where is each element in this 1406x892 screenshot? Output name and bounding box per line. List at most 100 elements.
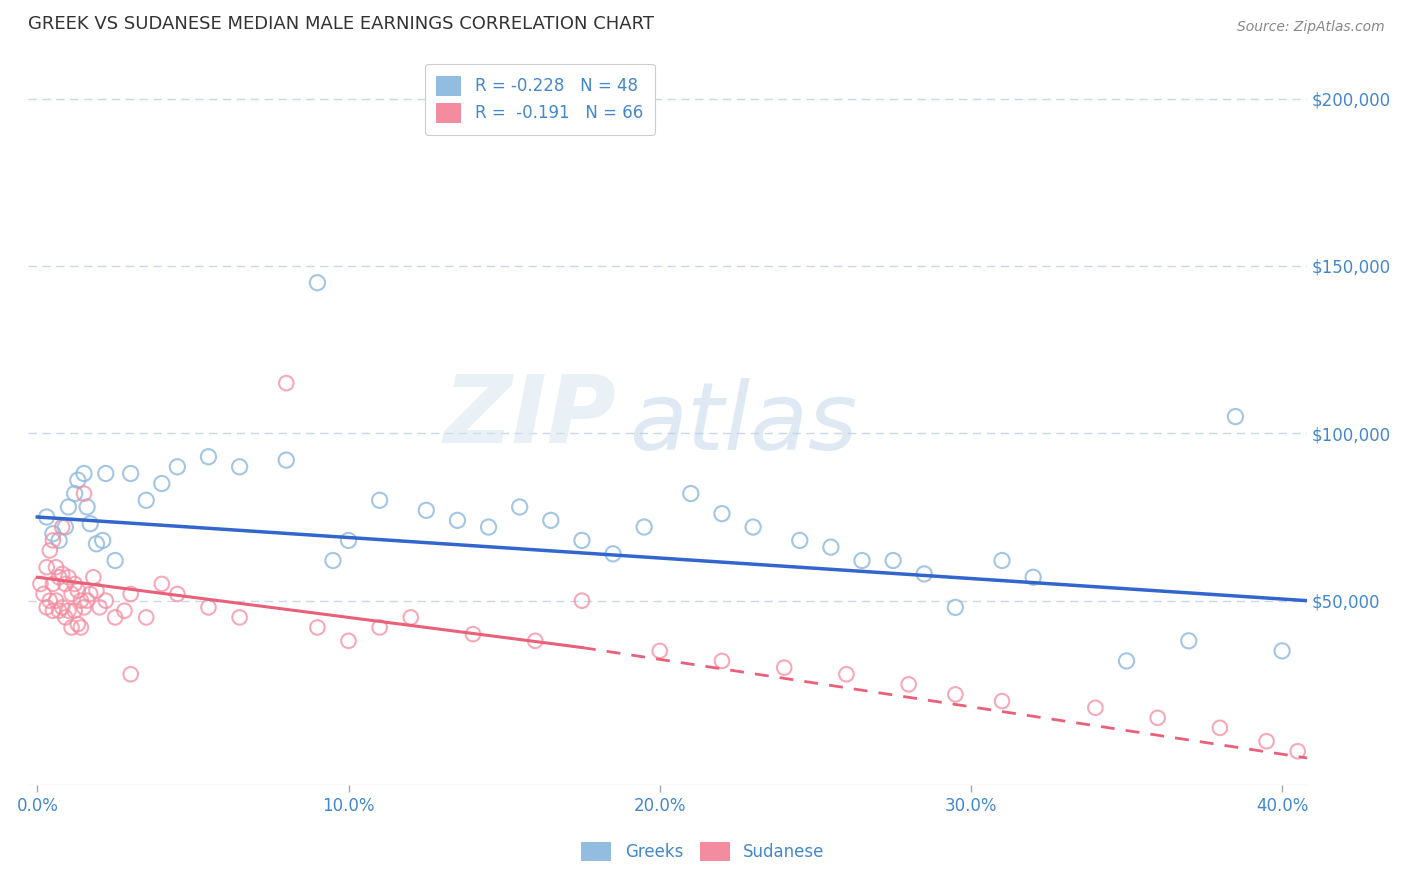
Point (48, 570, 70, 584)
Point (540, 513, 562, 527)
Point (70, 593, 93, 607)
Point (1225, 409, 1247, 424)
Point (79, 587, 101, 601)
Point (1084, 700, 1107, 714)
Point (53, 577, 76, 591)
Point (276, 376, 298, 391)
Point (1115, 654, 1137, 668)
Point (66, 617, 89, 632)
Point (66, 473, 89, 487)
Point (197, 450, 219, 464)
Point (912, 566, 935, 581)
Point (307, 620, 329, 634)
Point (63, 577, 86, 591)
Point (38, 543, 60, 558)
Point (1177, 633, 1199, 648)
Point (66, 583, 89, 598)
Point (135, 610, 157, 624)
Point (276, 453, 298, 467)
Point (73, 467, 96, 481)
Point (114, 604, 136, 618)
Point (228, 459, 250, 474)
Point (60, 587, 83, 601)
Point (63, 486, 86, 500)
Point (94, 467, 117, 481)
Point (368, 620, 391, 634)
Point (991, 694, 1014, 708)
Point (820, 540, 842, 554)
Point (368, 493, 391, 508)
Point (63, 604, 86, 618)
Point (76, 500, 98, 514)
Text: ZIP: ZIP (443, 370, 616, 463)
Point (35, 560, 58, 574)
Point (51, 600, 73, 615)
Point (337, 633, 360, 648)
Point (104, 553, 127, 567)
Point (1271, 644, 1294, 658)
Point (51, 566, 73, 581)
Point (461, 627, 484, 641)
Text: atlas: atlas (628, 378, 858, 469)
Point (45, 560, 67, 574)
Point (1256, 734, 1278, 748)
Point (897, 677, 920, 691)
Point (446, 513, 468, 527)
Point (42, 533, 65, 548)
Point (307, 276, 329, 290)
Point (79, 516, 101, 531)
Point (602, 547, 624, 561)
Point (135, 493, 157, 508)
Point (851, 553, 873, 567)
Point (120, 667, 142, 681)
Point (742, 520, 765, 534)
Point (42, 604, 65, 618)
Point (70, 620, 93, 634)
Point (322, 553, 344, 567)
Point (789, 533, 811, 548)
Point (337, 533, 360, 548)
Point (120, 587, 142, 601)
Point (571, 533, 593, 548)
Point (58, 604, 80, 618)
Point (38, 593, 60, 607)
Point (73, 486, 96, 500)
Point (48, 533, 70, 548)
Point (32, 587, 55, 601)
Point (679, 486, 702, 500)
Point (91, 533, 114, 548)
Point (197, 600, 219, 615)
Point (571, 593, 593, 607)
Legend: R = -0.228   N = 48, R =  -0.191   N = 66: R = -0.228 N = 48, R = -0.191 N = 66 (425, 64, 655, 135)
Point (94, 593, 117, 607)
Point (89, 600, 111, 615)
Point (53, 520, 76, 534)
Point (943, 687, 966, 701)
Point (30, 577, 52, 591)
Point (1022, 570, 1045, 584)
Point (120, 467, 142, 481)
Point (76, 593, 98, 607)
Point (42, 577, 65, 591)
Point (51, 520, 73, 534)
Point (35, 510, 58, 524)
Point (477, 520, 499, 534)
Point (882, 553, 904, 567)
Point (524, 633, 547, 648)
Point (1286, 744, 1309, 758)
Point (166, 587, 188, 601)
Point (835, 667, 858, 681)
Legend: Greeks, Sudanese: Greeks, Sudanese (575, 835, 831, 868)
Point (150, 476, 173, 491)
Point (633, 520, 655, 534)
Point (648, 644, 671, 658)
Point (73, 600, 96, 615)
Point (228, 610, 250, 624)
Point (509, 500, 531, 514)
Point (58, 500, 80, 514)
Point (943, 600, 966, 615)
Point (773, 660, 796, 674)
Point (53, 610, 76, 624)
Point (150, 577, 173, 591)
Point (86, 583, 108, 598)
